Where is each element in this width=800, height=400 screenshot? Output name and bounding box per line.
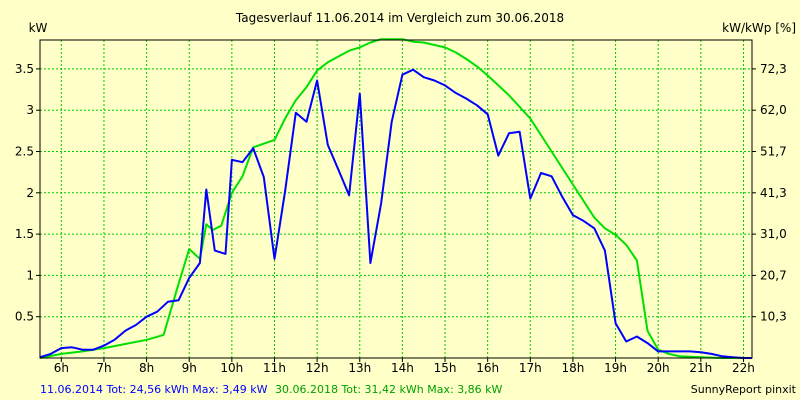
legend-footer: 11.06.2014 Tot: 24,56 kWh Max: 3,49 kW 3… xyxy=(40,383,503,396)
y-tick-label-right: 72,3 xyxy=(760,62,787,76)
credit-label: SunnyReport pinxit xyxy=(691,383,797,396)
x-tick-label: 13h xyxy=(348,361,371,375)
x-tick-label: 7h xyxy=(96,361,111,375)
x-tick-label: 15h xyxy=(434,361,457,375)
grid-layer xyxy=(40,40,752,358)
x-tick-label: 10h xyxy=(220,361,243,375)
legend-item-2018: 30.06.2018 Tot: 31,42 kWh Max: 3,86 kW xyxy=(275,383,503,396)
x-tick-label: 8h xyxy=(139,361,154,375)
y-tick-label-left: 3 xyxy=(26,103,34,117)
series-line-11-06-2014 xyxy=(39,68,752,359)
x-tick-label: 22h xyxy=(732,361,755,375)
legend-item-2014: 11.06.2014 Tot: 24,56 kWh Max: 3,49 kW xyxy=(40,383,268,396)
y-tick-label-left: 1.5 xyxy=(15,227,34,241)
x-tick-label: 14h xyxy=(391,361,414,375)
y-tick-label-left: 0.5 xyxy=(15,310,34,324)
series-line-30-06-2018 xyxy=(39,38,752,359)
x-tick-label: 16h xyxy=(476,361,499,375)
x-tick-label: 9h xyxy=(182,361,197,375)
y-tick-label-right: 10,3 xyxy=(760,310,787,324)
x-tick-label: 17h xyxy=(519,361,542,375)
plot-frame xyxy=(39,39,753,359)
y-axis-label-left: kW xyxy=(29,21,48,35)
tick-layer: 6h 7h 8h 9h 10h 11h 12h 13h 14h 15h 16h 17h 18h 19h 20… xyxy=(15,62,787,375)
chart-title: Tagesverlauf 11.06.2014 im Vergleich zum… xyxy=(235,11,564,25)
x-tick-label: 19h xyxy=(604,361,627,375)
y-tick-label-left: 3.5 xyxy=(15,62,34,76)
y-tick-label-right: 51,7 xyxy=(760,145,787,159)
y-tick-label-right: 31,0 xyxy=(760,227,787,241)
y-tick-label-left: 1 xyxy=(26,268,34,282)
series-layer xyxy=(39,38,752,359)
y-tick-label-right: 20,7 xyxy=(760,268,787,282)
x-tick-label: 11h xyxy=(263,361,286,375)
y-tick-label-right: 41,3 xyxy=(760,186,787,200)
x-tick-label: 12h xyxy=(306,361,329,375)
y-tick-label-right: 62,0 xyxy=(760,103,787,117)
y-axis-label-right: kW/kWp [%] xyxy=(722,21,796,35)
y-tick-label-left: 2 xyxy=(26,186,34,200)
x-tick-label: 18h xyxy=(561,361,584,375)
x-tick-label: 21h xyxy=(689,361,712,375)
x-tick-label: 20h xyxy=(647,361,670,375)
x-tick-label: 6h xyxy=(54,361,69,375)
y-tick-label-left: 2.5 xyxy=(15,145,34,159)
